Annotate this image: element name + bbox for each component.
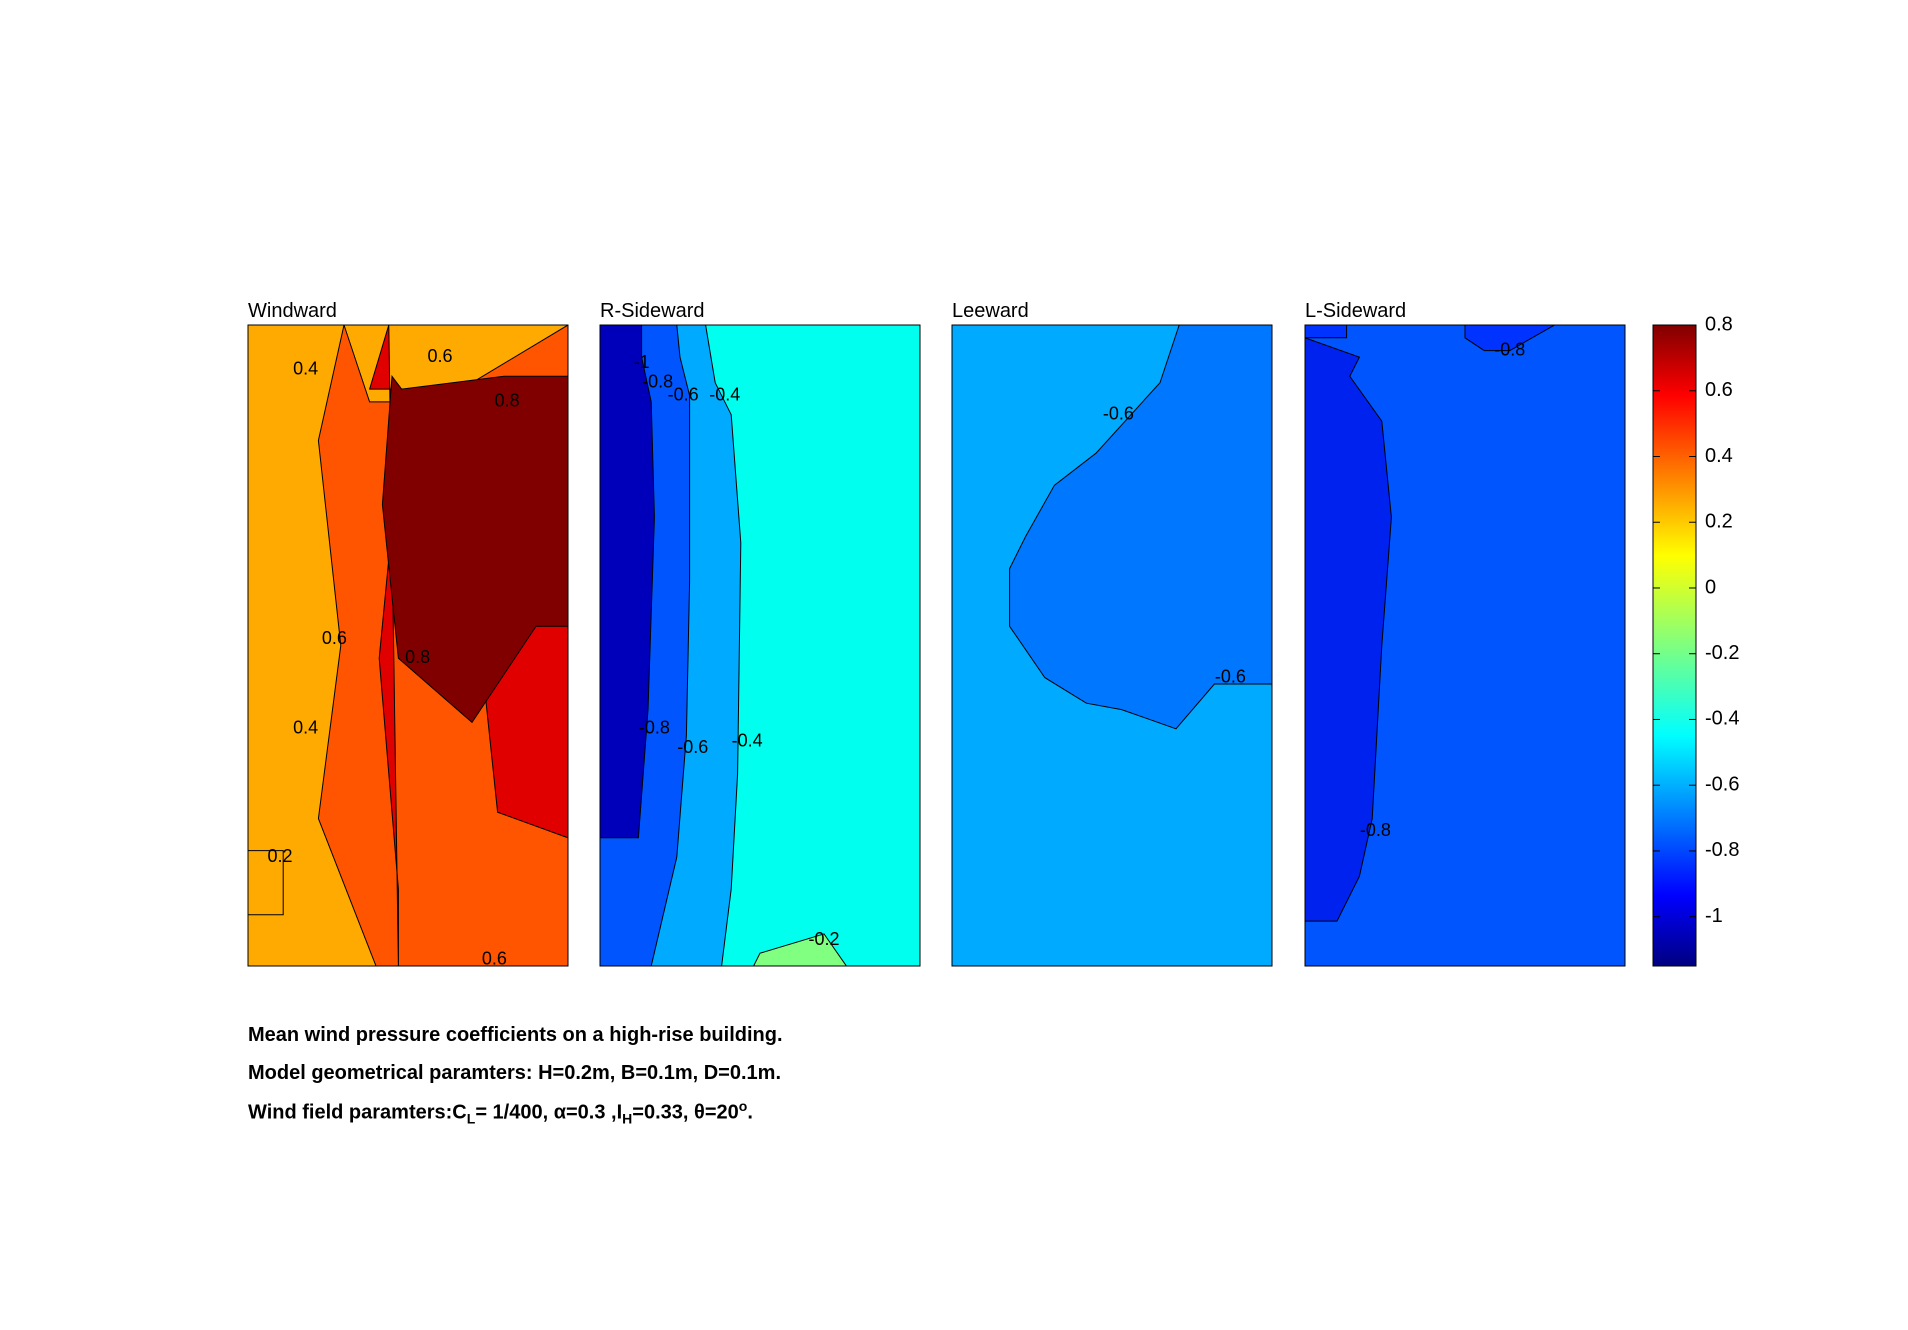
contour-region [1464,325,1556,352]
contour-label: 0.8 [495,391,520,411]
contour-fill-group [1305,325,1625,966]
panel-r-sideward: R-Sideward-1-0.8-0.6 -0.4-0.8-0.6 -0.4-0.2 [599,300,921,967]
caption-line-2: Model geometrical paramters: H=0.2m, B=0… [248,1062,781,1084]
panel-frame [951,324,1273,967]
caption-part: Wind field paramters:C [248,1101,467,1124]
contour-label: -0.6 [1215,666,1246,686]
contour-label: -1 [634,352,650,372]
contour-region [381,374,568,724]
contour-label: 0.4 [293,359,318,379]
panel-frame [1304,324,1626,967]
colorbar-gradient [1652,324,1697,967]
contour-label: -0.8 [639,718,670,738]
panel-frame [599,324,921,967]
contour-region [600,325,655,839]
contour-fill-group [248,325,568,966]
caption-subscript: L [466,1110,476,1127]
colorbar-tick-label: 0.6 [1705,379,1733,401]
contour-fill-group [600,325,920,966]
contour-region [1305,325,1348,339]
contour-label: -0.6 [1103,403,1134,423]
colorbar-tick-label: -0.6 [1705,773,1739,795]
colorbar-tick-label: -0.2 [1705,642,1739,664]
contour-region [1305,337,1392,922]
caption-part: = 1/400, α=0.3 ,I [475,1101,623,1124]
contour-region [1009,325,1272,730]
colorbar-tick-label: -1 [1705,905,1723,927]
contour-label: -0.8 [1494,339,1525,359]
contour-label: 0.8 [405,647,430,667]
contour-label: -0.4 [709,384,740,404]
colorbar-tick-label: 0 [1705,576,1716,598]
contour-label: 0.4 [293,718,318,738]
colorbar-ticks: 0.8 0.6 0.4 0.2 0 -0.2 -0.4 -0.6 -0.8 -1 [1653,313,1739,927]
contour-label: 0.6 [482,948,507,968]
contour-label: 0.6 [322,628,347,648]
panel-title: Leeward [952,300,1029,322]
colorbar-tick-label: 0.8 [1705,313,1733,335]
contour-label: -0.4 [732,730,763,750]
panel-title: L-Sideward [1305,300,1406,322]
colorbar-tick-label: 0.4 [1705,445,1733,467]
contour-label: -0.6 [677,737,708,757]
contour-label: -0.8 [1360,820,1391,840]
contour-label: -0.8 [642,371,673,391]
panel-frame [247,324,569,967]
contour-fill-group [952,325,1272,966]
contour-panels: Windward 0.4 0.6 0.8 0.6 0.8 0.4 0.2 0.6 R-Sidewa… [247,300,1626,968]
caption-line-3: Wind field paramters:CL= 1/400, α=0.3 ,I… [248,1098,753,1127]
caption-subscript: H [622,1110,633,1127]
panel-l-sideward: L-Sideward -0.8 -0.8 [1304,300,1626,967]
contour-label: 0.2 [267,846,292,866]
colorbar-tick-label: -0.4 [1705,708,1739,730]
caption-part: . [747,1101,753,1124]
panel-title: Windward [248,300,337,322]
contour-label: 0.6 [427,346,452,366]
caption-part: =0.33, θ=20 [632,1101,739,1124]
caption-line-1: Mean wind pressure coefficients on a hig… [248,1024,783,1046]
panel-windward: Windward 0.4 0.6 0.8 0.6 0.8 0.4 0.2 0.6 [247,300,569,968]
contour-label: -0.2 [808,929,839,949]
panel-leeward: Leeward -0.6 -0.6 [951,300,1273,967]
contour-region [248,850,284,916]
contour-region [753,933,848,966]
panel-title: R-Sideward [600,300,704,322]
caption-superscript: o [738,1098,748,1114]
colorbar-tick-label: 0.2 [1705,511,1733,533]
colorbar: 0.8 0.6 0.4 0.2 0 -0.2 -0.4 -0.6 -0.8 -1 [1652,313,1739,967]
colorbar-tick-label: -0.8 [1705,839,1739,861]
contour-label: -0.6 [668,384,699,404]
